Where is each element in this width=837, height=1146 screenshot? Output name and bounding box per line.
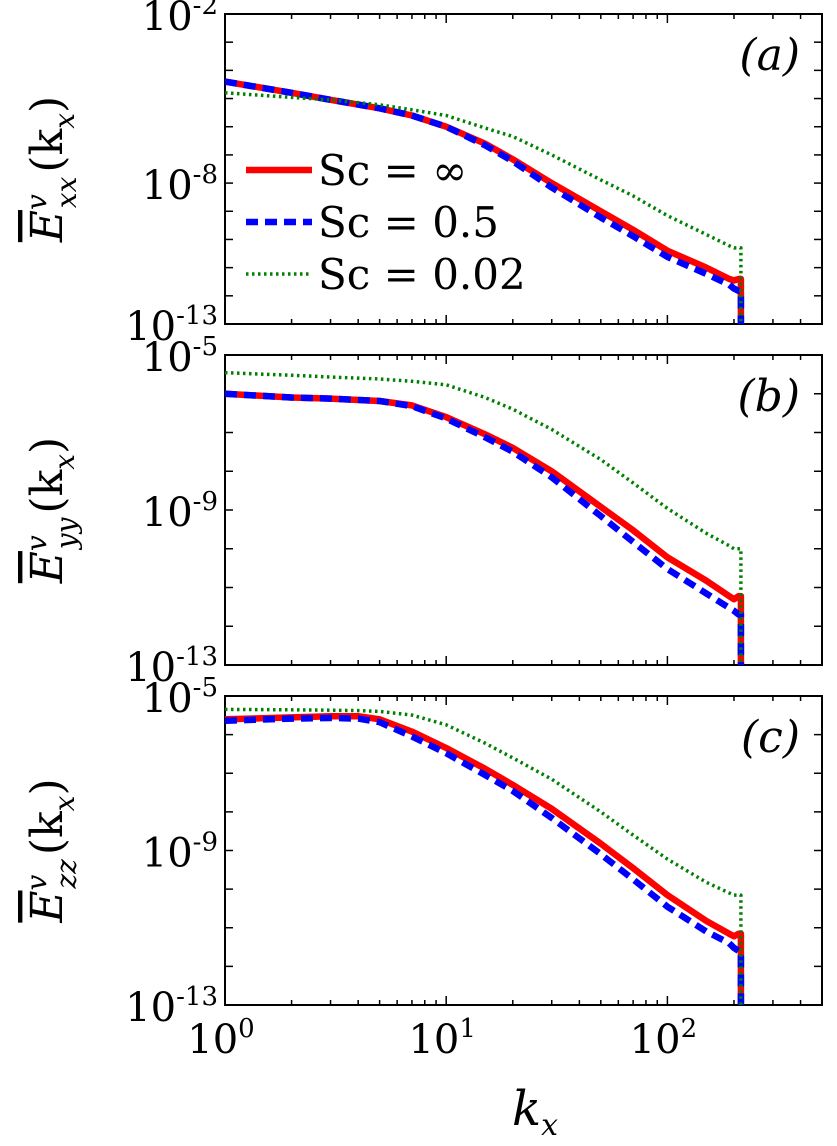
series-line-3 <box>225 707 743 1005</box>
y-tick-label: 10-5 <box>142 673 218 722</box>
plot-frame <box>224 354 823 666</box>
y-axis-label: Evyy(kx) <box>20 437 83 584</box>
y-tick-label: 10-13 <box>125 301 218 350</box>
panel-label: (a) <box>739 30 800 81</box>
series-line-1 <box>225 390 745 665</box>
legend-label-2: Sc = 0.5 <box>318 198 499 247</box>
series-line-2 <box>225 714 745 1005</box>
y-axis-label: Evzz(kx) <box>20 778 83 923</box>
y-tick-label: 10-13 <box>125 642 218 691</box>
series-line-2 <box>225 78 745 324</box>
panels: 10-2 10-8 10-13 (a) Evxx(kx) Sc = ∞Sc = 0.5Sc… <box>20 0 823 1143</box>
series-group <box>225 707 745 1005</box>
series-line-2 <box>225 390 745 665</box>
panel-label: (c) <box>741 712 800 763</box>
y-tick-label: 10-8 <box>142 160 218 209</box>
series-line-3 <box>225 91 743 324</box>
y-axis-label: Evxx(kx) <box>20 96 83 243</box>
y-tick-label: 10-9 <box>142 828 218 877</box>
plot-frame <box>224 13 823 325</box>
series-line-1 <box>225 712 745 1005</box>
series-line-1 <box>225 78 745 324</box>
x-tick-label: 101 <box>408 1014 475 1063</box>
legend-label-3: Sc = 0.02 <box>318 250 526 299</box>
series-line-3 <box>225 370 743 665</box>
x-tick-label: 100 <box>187 1014 254 1063</box>
panel-2: 10-5 10-9 10-13 (b) Evyy(kx) <box>20 332 823 691</box>
x-axis-label: kx <box>512 1081 558 1143</box>
series-group <box>225 370 745 665</box>
y-tick-label: 10-5 <box>142 332 218 381</box>
plot-frame <box>224 695 823 1006</box>
legend: Sc = ∞Sc = 0.5Sc = 0.02 <box>246 146 526 299</box>
x-tick-label: 102 <box>630 1014 697 1063</box>
series-group <box>225 78 745 324</box>
y-tick-label: 10-13 <box>125 982 218 1031</box>
y-tick-label: 10-2 <box>142 0 218 40</box>
panel-1: 10-2 10-8 10-13 (a) Evxx(kx) Sc = ∞Sc = 0.5Sc… <box>20 0 823 350</box>
y-tick-label: 10-9 <box>142 487 218 536</box>
legend-label-1: Sc = ∞ <box>318 146 467 195</box>
panel-label: (b) <box>738 371 801 422</box>
